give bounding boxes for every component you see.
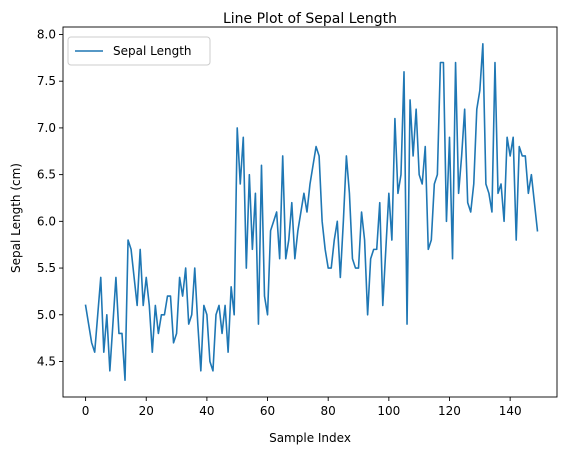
x-axis-ticks: 0 20 40 60 80 100 120 140 <box>82 397 522 418</box>
y-tick-label: 8.0 <box>37 27 56 41</box>
y-tick-label: 4.5 <box>37 354 56 368</box>
y-axis-label: Sepal Length (cm) <box>9 163 23 273</box>
legend: Sepal Length <box>67 36 211 66</box>
y-tick-label: 7.5 <box>37 74 56 88</box>
y-tick-label: 7.0 <box>37 121 56 135</box>
x-tick-label: 140 <box>499 404 522 418</box>
legend-box <box>67 36 211 66</box>
plot-frame <box>62 26 558 398</box>
x-tick-label: 80 <box>321 404 336 418</box>
legend-label: Sepal Length <box>113 44 192 58</box>
x-tick-label: 0 <box>82 404 90 418</box>
y-axis-ticks: 4.5 5.0 5.5 6.0 6.5 7.0 7.5 8.0 <box>37 27 63 368</box>
y-tick-label: 5.5 <box>37 261 56 275</box>
y-tick-label: 5.0 <box>37 308 56 322</box>
series-line-sepal-length <box>84 43 539 381</box>
x-tick-label: 60 <box>260 404 275 418</box>
x-tick-label: 100 <box>377 404 400 418</box>
x-tick-label: 40 <box>199 404 214 418</box>
y-tick-label: 6.0 <box>37 214 56 228</box>
x-tick-label: 20 <box>139 404 154 418</box>
x-tick-label: 120 <box>438 404 461 418</box>
y-tick-label: 6.5 <box>37 168 56 182</box>
chart-title: Line Plot of Sepal Length <box>223 11 397 27</box>
x-axis-label: Sample Index <box>269 431 351 445</box>
